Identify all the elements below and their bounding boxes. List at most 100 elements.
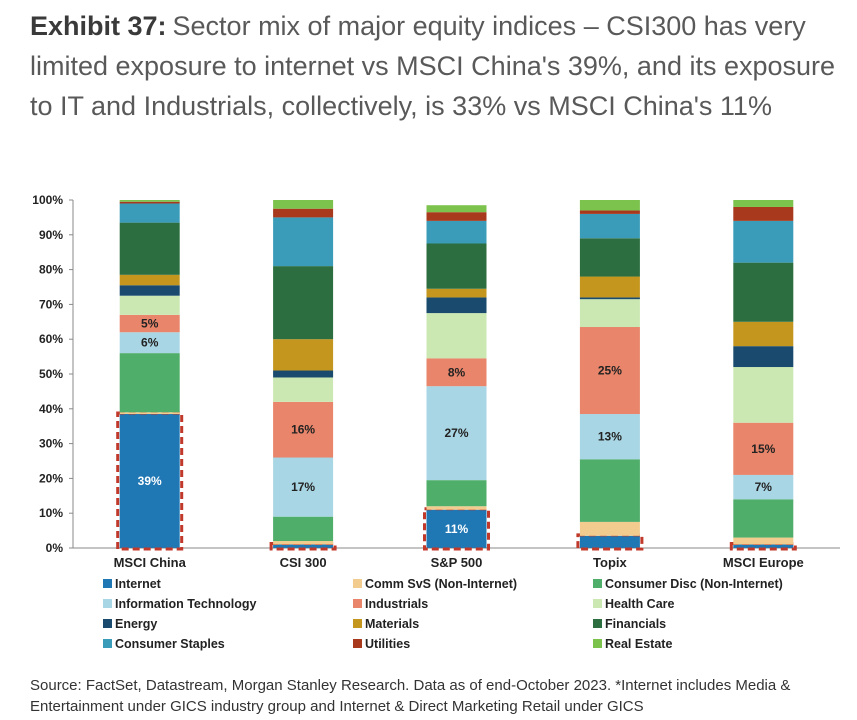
legend-label: Materials [365,617,420,631]
x-tick-label: CSI 300 [280,555,327,570]
legend-item: Consumer Disc (Non-Internet) [593,577,783,591]
bar-segment-real-estate [733,200,794,207]
bar-segment-industrials [273,401,334,458]
bar-segment-information-technology [119,332,180,354]
y-tick-label: 70% [39,297,63,311]
data-label: 8% [448,365,466,379]
legend-label: Energy [115,617,158,631]
bar-segment-materials [119,274,180,286]
bar-segment-real-estate [579,200,640,211]
bar-segment-energy [733,346,794,368]
y-tick-label: 100% [32,193,63,207]
bar-segment-comm-svs-non-internet- [579,521,640,536]
legend-swatch [353,599,362,609]
bar-segment-information-technology [579,414,640,460]
bar-segment-energy [579,297,640,300]
exhibit-title: Exhibit 37: Sector mix of major equity in… [30,6,845,126]
bar-segment-internet [733,544,794,548]
bar-segment-real-estate [426,205,487,213]
bar-segment-financials [273,266,334,340]
x-tick-label: MSCI China [114,555,187,570]
legend-label: Consumer Disc (Non-Internet) [605,577,783,591]
legend-label: Industrials [365,597,429,611]
legend-item: Real Estate [593,637,672,651]
data-label: 7% [755,480,773,494]
bar-segment-materials [273,339,334,371]
bar-segment-information-technology [273,457,334,517]
x-tick-label: S&P 500 [431,555,483,570]
bar-segment-consumer-disc-non-internet- [426,480,487,507]
bar-segment-utilities [733,206,794,221]
bar-segment-consumer-staples [733,220,794,263]
y-tick-label: 30% [39,437,63,451]
bar-segment-internet [119,414,180,548]
legend-swatch [353,639,362,649]
bar-segment-energy [273,370,334,378]
bar-segment-information-technology [426,386,487,481]
legend-item: Comm SvS (Non-Internet) [353,577,517,591]
legend-swatch [103,599,112,609]
bar-segment-consumer-disc-non-internet- [579,459,640,522]
data-label: 5% [141,317,159,331]
y-tick-label: 50% [39,367,63,381]
y-tick-label: 0% [46,541,64,555]
legend-label: Consumer Staples [115,637,225,651]
legend-item: Utilities [353,637,410,651]
bar-segment-consumer-staples [426,220,487,244]
bar-segment-consumer-staples [579,213,640,239]
internet-highlight-box [423,507,490,551]
bar-segment-health-care [579,299,640,328]
exhibit-label: Exhibit 37: [30,11,167,41]
legend-swatch [103,639,112,649]
legend-item: Materials [353,617,419,631]
bar-segment-industrials [733,422,794,475]
legend-swatch [353,619,362,629]
data-label: 16% [291,423,315,437]
data-label: 39% [138,474,162,488]
internet-highlight-box [269,542,337,551]
internet-highlight-box [576,533,644,551]
legend-label: Information Technology [115,597,257,611]
bar-segment-consumer-disc-non-internet- [733,499,794,538]
bar-segment-energy [119,285,180,296]
legend-swatch [593,619,602,629]
bar-segment-industrials [426,358,487,387]
legend-label: Utilities [365,637,411,651]
data-label: 25% [598,364,622,378]
bar-segment-health-care [733,367,794,423]
stacked-bar-chart: 0% 10% 20% 30% 40% 50% 60% 70% 80% 90% 100% MSCI Ch… [32,193,840,570]
bar-segment-consumer-disc-non-internet- [119,353,180,413]
bar-segment-health-care [119,295,180,315]
bar-segment-health-care [426,313,487,359]
bar-segment-industrials [579,327,640,415]
bar-segment-real-estate [273,200,334,209]
legend-label: Real Estate [605,637,673,651]
bar-segment-materials [426,288,487,298]
bar-segment-real-estate [119,200,180,202]
bar-segment-financials [579,238,640,277]
y-tick-label: 20% [39,471,63,485]
data-label: 15% [751,442,775,456]
data-label: 6% [141,336,159,350]
x-tick-label: MSCI Europe [723,555,804,570]
bar-segment-financials [119,222,180,275]
bar-segment-information-technology [733,474,794,500]
internet-highlight-box [729,542,797,551]
y-tick-label: 10% [39,506,63,520]
y-tick-label: 40% [39,402,63,416]
bar-segment-health-care [273,377,334,402]
legend-item: Information Technology [103,597,256,611]
bar-segment-consumer-staples [273,217,334,267]
y-tick-label: 90% [39,228,63,242]
legend-label: Financials [605,617,667,631]
bar-segment-comm-svs-non-internet- [426,506,487,510]
data-label: 17% [291,480,315,494]
bar-segment-utilities [426,212,487,221]
legend-swatch [593,639,602,649]
x-tick-label: Topix [593,555,627,570]
legend-item: Industrials [353,597,428,611]
legend-label: Comm SvS (Non-Internet) [365,577,518,591]
bar-segment-financials [733,262,794,322]
bar-segment-materials [733,321,794,347]
bar-segment-consumer-disc-non-internet- [273,516,334,542]
